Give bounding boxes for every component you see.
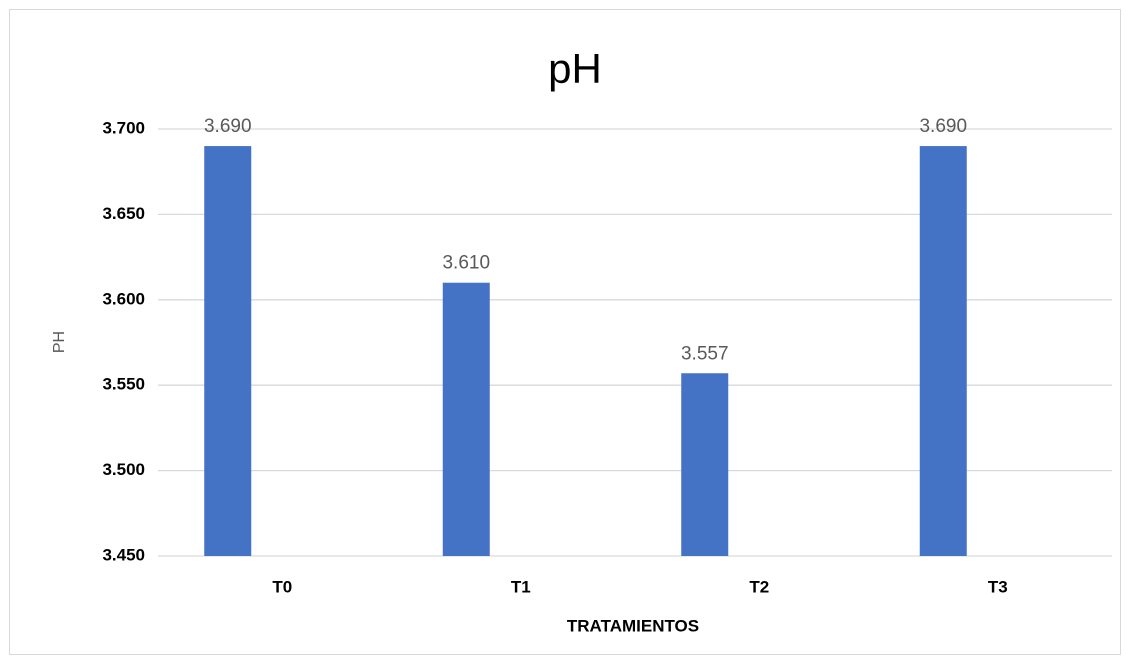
chart-title: pH xyxy=(548,45,602,92)
value-label: 3.557 xyxy=(681,343,729,364)
y-tick-label: 3.600 xyxy=(102,289,145,308)
x-tick-label: T2 xyxy=(749,577,769,596)
y-tick-label: 3.700 xyxy=(102,118,145,137)
y-tick-label: 3.650 xyxy=(102,204,145,223)
value-label: 3.690 xyxy=(204,116,252,137)
x-tick-label: T1 xyxy=(511,577,531,596)
x-tick-label: T3 xyxy=(988,577,1008,596)
x-tick-label: T0 xyxy=(272,577,292,596)
bar xyxy=(681,373,729,556)
bar xyxy=(442,282,490,556)
y-axis-title: PH xyxy=(51,331,68,353)
value-label: 3.610 xyxy=(442,253,490,274)
value-label: 3.690 xyxy=(919,116,967,137)
y-tick-label: 3.450 xyxy=(102,545,145,564)
bar xyxy=(204,146,252,556)
y-tick-label: 3.500 xyxy=(102,460,145,479)
x-axis-title: TRATAMIENTOS xyxy=(567,616,699,635)
y-tick-label: 3.550 xyxy=(102,375,145,394)
bar xyxy=(919,146,967,556)
